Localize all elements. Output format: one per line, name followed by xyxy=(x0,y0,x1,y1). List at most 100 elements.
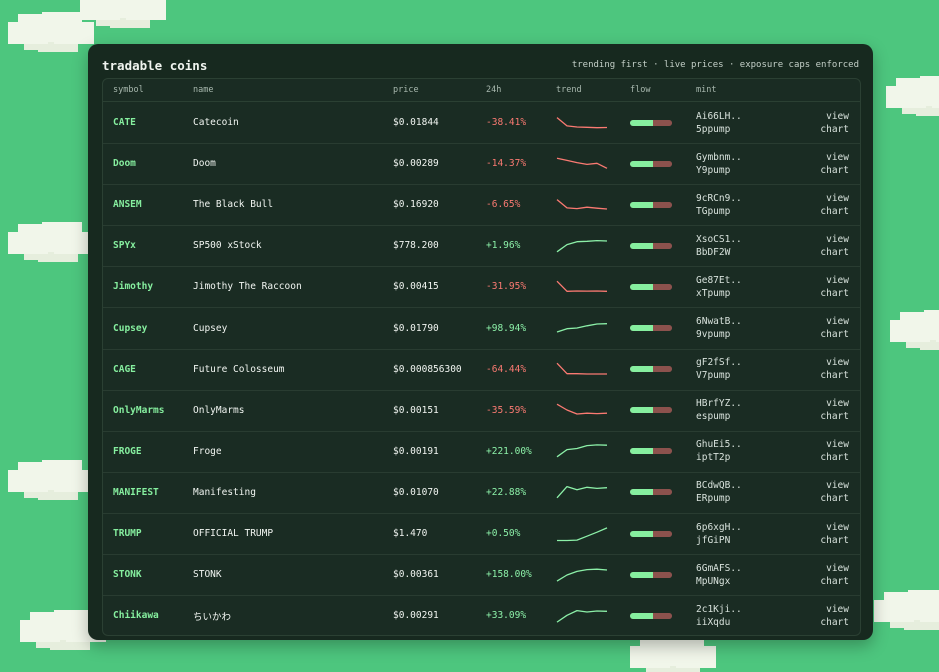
table-row[interactable]: Doom Doom $0.00289 -14.37% Gymbnm.. Y9pump vie… xyxy=(103,143,860,186)
trend-sparkline xyxy=(556,513,626,554)
view-chart-link[interactable]: view chart xyxy=(783,595,849,635)
mint-address-line1: 6GmAFS.. xyxy=(696,562,742,574)
view-chart-link[interactable]: view chart xyxy=(783,308,849,349)
trend-sparkline-chart xyxy=(556,403,608,415)
view-chart-label-line2[interactable]: chart xyxy=(820,575,849,587)
trend-sparkline xyxy=(556,143,626,184)
table-row[interactable]: FROGE Froge $0.00191 +221.00% GhuEi5.. iptT2p… xyxy=(103,431,860,473)
view-chart-link[interactable]: view chart xyxy=(783,225,849,266)
view-chart-link[interactable]: view chart xyxy=(783,390,849,431)
mint-address: 9cRCn9.. TGpump xyxy=(696,184,766,225)
trend-sparkline-chart xyxy=(556,239,608,253)
table-row[interactable]: CATE Catecoin $0.01844 -38.41% Ai66LH.. 5ppum… xyxy=(103,102,860,144)
view-chart-link[interactable]: view chart xyxy=(783,266,849,307)
view-chart-label-line1[interactable]: view xyxy=(826,316,849,327)
view-chart-label-line1[interactable]: view xyxy=(826,480,849,492)
mint-address-line2: iptT2p xyxy=(696,452,731,464)
view-chart-label-line2[interactable]: chart xyxy=(820,329,849,340)
flow-bar-buy xyxy=(630,366,654,373)
mint-address: 6NwatB.. 9vpump xyxy=(696,308,766,349)
flow-bar-buy xyxy=(630,489,654,496)
coin-symbol: Jimothy xyxy=(113,281,154,293)
view-chart-link[interactable]: view chart xyxy=(783,554,849,595)
coin-name: OFFICIAL TRUMP xyxy=(193,528,274,539)
view-chart-label-line2[interactable]: chart xyxy=(820,493,849,505)
view-chart-label-line2[interactable]: chart xyxy=(820,452,849,464)
cloud-decoration xyxy=(80,0,120,20)
coin-change-24h: +221.00% xyxy=(486,445,532,457)
cloud-decoration xyxy=(8,22,48,44)
table-row[interactable]: ANSEM The Black Bull $0.16920 -6.65% 9cRCn9.… xyxy=(103,184,860,227)
trend-line xyxy=(556,239,608,253)
view-chart-label-line2[interactable]: chart xyxy=(820,616,849,628)
view-chart-label-line1[interactable]: view xyxy=(826,274,849,286)
trend-sparkline-chart xyxy=(556,609,608,623)
trend-sparkline xyxy=(556,184,626,225)
view-chart-link[interactable]: view chart xyxy=(783,513,849,554)
table-row[interactable]: STONK STONK $0.00361 +158.00% 6GmAFS.. MpUNgx… xyxy=(103,554,860,597)
trend-sparkline-chart xyxy=(556,116,608,128)
view-chart-label-line2[interactable]: chart xyxy=(820,370,849,382)
table-row[interactable]: OnlyMarms OnlyMarms $0.00151 -35.59% HBrfYZ.… xyxy=(103,390,860,432)
table-row[interactable]: SPYx SP500 xStock $778.200 +1.96% XsoCS1.. Bb… xyxy=(103,225,860,268)
mint-address-line2: MpUNgx xyxy=(696,575,731,587)
view-chart-label-line1[interactable]: view xyxy=(826,233,849,245)
flow-bar-buy xyxy=(630,571,654,578)
view-chart-label-line2[interactable]: chart xyxy=(820,164,849,176)
coin-price: $0.00415 xyxy=(393,281,439,293)
table-row[interactable]: Chiikawa ちいかわ $0.00291 +33.09% 2c1Kji.. iiXqd… xyxy=(103,595,860,635)
coin-price: $0.00361 xyxy=(393,569,439,581)
view-chart-link[interactable]: view chart xyxy=(783,184,849,225)
coin-name: SP500 xStock xyxy=(193,240,262,252)
coins-table: symbol name price 24h trend flow mint CA… xyxy=(102,78,861,636)
mint-address-line2: jfGiPN xyxy=(696,534,731,546)
flow-bar-sell xyxy=(653,489,672,496)
mint-address-line1: Ai66LH.. xyxy=(696,110,742,122)
view-chart-label-line1[interactable]: view xyxy=(826,151,849,163)
view-chart-label-line1[interactable]: view xyxy=(826,521,849,533)
mint-address: gF2fSf.. V7pump xyxy=(696,349,766,390)
view-chart-label-line1[interactable]: view xyxy=(826,439,849,451)
view-chart-label-line2[interactable]: chart xyxy=(820,123,849,135)
view-chart-label-line2[interactable]: chart xyxy=(820,287,849,299)
mint-address-line1: 9cRCn9.. xyxy=(696,192,742,204)
flow-bar-buy xyxy=(630,448,654,455)
trend-line xyxy=(556,280,608,292)
mint-address: 6GmAFS.. MpUNgx xyxy=(696,554,766,595)
view-chart-label-line2[interactable]: chart xyxy=(820,534,849,546)
view-chart-link[interactable]: view chart xyxy=(783,349,849,390)
view-chart-label-line2[interactable]: chart xyxy=(820,411,849,423)
table-row[interactable]: Jimothy Jimothy The Raccoon $0.00415 -31.95… xyxy=(103,266,860,309)
view-chart-link[interactable]: view chart xyxy=(783,143,849,184)
flow-bar xyxy=(630,489,672,496)
view-chart-link[interactable]: view chart xyxy=(783,102,849,143)
table-row[interactable]: TRUMP OFFICIAL TRUMP $1.470 +0.50% 6p6xgH.. j… xyxy=(103,513,860,555)
panel-header: tradable coins trending first · live pri… xyxy=(102,54,859,76)
view-chart-label-line1[interactable]: view xyxy=(826,398,849,410)
flow-bar-sell xyxy=(653,201,672,208)
flow-bar xyxy=(630,160,672,167)
view-chart-label-line1[interactable]: view xyxy=(826,110,849,122)
table-row[interactable]: CAGE Future Colosseum $0.000856300 -64.44% g… xyxy=(103,349,860,391)
cloud-decoration xyxy=(874,600,914,622)
coin-change-24h: +33.09% xyxy=(486,610,527,622)
coin-name: Future Colosseum xyxy=(193,363,285,375)
view-chart-label-line2[interactable]: chart xyxy=(820,246,849,258)
view-chart-label-line1[interactable]: view xyxy=(826,603,849,615)
flow-bar xyxy=(630,571,672,578)
view-chart-label-line1[interactable]: view xyxy=(826,357,849,369)
trend-sparkline xyxy=(556,595,626,635)
view-chart-link[interactable]: view chart xyxy=(783,431,849,472)
view-chart-link[interactable]: view chart xyxy=(783,472,849,513)
flow-bar-buy xyxy=(630,325,654,331)
flow-bar-cell xyxy=(630,143,690,184)
view-chart-label-line2[interactable]: chart xyxy=(820,205,849,217)
coin-change-24h: -6.65% xyxy=(486,199,521,211)
view-chart-label-line1[interactable]: view xyxy=(826,562,849,574)
coin-name: Jimothy The Raccoon xyxy=(193,281,302,293)
flow-bar xyxy=(630,242,672,249)
table-row[interactable]: Cupsey Cupsey $0.01790 +98.94% 6NwatB.. 9vpum… xyxy=(103,308,860,350)
table-row[interactable]: MANIFEST Manifesting $0.01070 +22.88% BCdwQB… xyxy=(103,472,860,514)
column-header-trend: trend xyxy=(556,85,582,95)
view-chart-label-line1[interactable]: view xyxy=(826,192,849,204)
